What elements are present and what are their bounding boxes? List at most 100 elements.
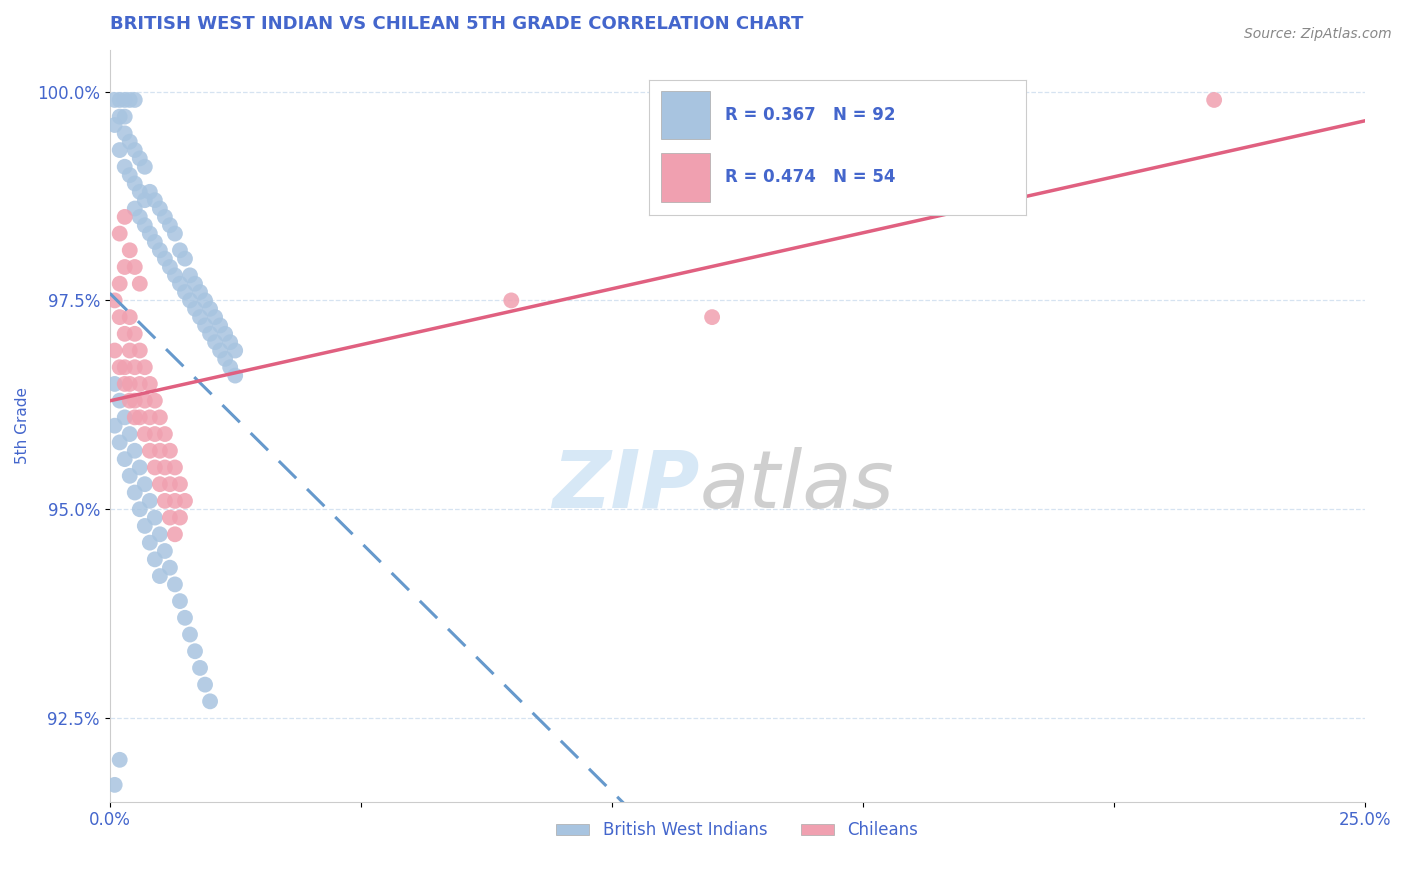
Point: [163, 227, 186, 241]
Point: [209, 343, 232, 358]
Point: [108, 143, 131, 157]
Point: [198, 301, 221, 316]
Point: [114, 110, 136, 124]
Point: [108, 277, 131, 291]
Point: [149, 410, 172, 425]
Point: [128, 343, 150, 358]
Point: [124, 93, 146, 107]
Point: [118, 393, 141, 408]
Point: [159, 560, 181, 574]
Y-axis label: 5th Grade: 5th Grade: [15, 387, 30, 464]
Point: [204, 310, 226, 325]
Point: [114, 210, 136, 224]
Point: [901, 168, 924, 182]
Point: [501, 293, 523, 308]
Point: [118, 376, 141, 391]
Point: [108, 360, 131, 375]
Point: [153, 210, 176, 224]
Point: [143, 193, 166, 207]
Point: [104, 376, 127, 391]
Point: [104, 778, 127, 792]
Point: [149, 443, 172, 458]
Point: [139, 535, 162, 549]
Point: [143, 552, 166, 566]
Point: [139, 494, 162, 508]
Point: [224, 343, 246, 358]
Point: [118, 93, 141, 107]
Point: [104, 418, 127, 433]
Point: [194, 293, 217, 308]
Point: [124, 177, 146, 191]
Point: [128, 502, 150, 516]
Point: [204, 335, 226, 350]
Point: [124, 443, 146, 458]
Point: [194, 318, 217, 333]
Point: [114, 93, 136, 107]
Point: [1204, 93, 1226, 107]
Point: [139, 410, 162, 425]
Point: [114, 410, 136, 425]
Point: [169, 244, 191, 258]
Point: [163, 460, 186, 475]
Point: [134, 160, 156, 174]
Point: [114, 452, 136, 467]
Point: [108, 93, 131, 107]
Point: [139, 376, 162, 391]
Point: [209, 318, 232, 333]
Point: [159, 477, 181, 491]
Point: [128, 410, 150, 425]
Point: [139, 443, 162, 458]
Point: [149, 527, 172, 541]
Point: [118, 244, 141, 258]
Point: [153, 494, 176, 508]
Point: [124, 485, 146, 500]
Point: [149, 569, 172, 583]
Point: [214, 326, 236, 341]
Text: Source: ZipAtlas.com: Source: ZipAtlas.com: [1244, 27, 1392, 41]
Point: [124, 143, 146, 157]
Point: [198, 694, 221, 708]
Point: [124, 410, 146, 425]
Point: [163, 577, 186, 591]
Point: [134, 393, 156, 408]
Point: [159, 219, 181, 233]
Point: [149, 202, 172, 216]
Point: [169, 277, 191, 291]
Point: [179, 627, 201, 641]
Point: [139, 227, 162, 241]
Point: [159, 260, 181, 274]
Point: [184, 644, 207, 658]
Point: [194, 678, 217, 692]
Point: [188, 285, 211, 299]
Point: [128, 460, 150, 475]
Point: [108, 310, 131, 325]
Point: [128, 210, 150, 224]
Point: [179, 268, 201, 283]
Point: [114, 326, 136, 341]
Point: [118, 310, 141, 325]
Point: [184, 277, 207, 291]
Point: [124, 260, 146, 274]
Point: [114, 376, 136, 391]
Point: [159, 443, 181, 458]
Point: [174, 285, 197, 299]
Point: [188, 310, 211, 325]
Point: [108, 110, 131, 124]
Point: [124, 360, 146, 375]
Point: [134, 477, 156, 491]
Point: [174, 252, 197, 266]
Point: [169, 510, 191, 524]
Point: [128, 185, 150, 199]
Point: [143, 460, 166, 475]
Point: [124, 326, 146, 341]
Point: [128, 277, 150, 291]
Point: [124, 393, 146, 408]
Point: [104, 93, 127, 107]
Point: [143, 427, 166, 442]
Point: [169, 477, 191, 491]
Point: [163, 527, 186, 541]
Point: [184, 301, 207, 316]
Point: [124, 202, 146, 216]
Text: BRITISH WEST INDIAN VS CHILEAN 5TH GRADE CORRELATION CHART: BRITISH WEST INDIAN VS CHILEAN 5TH GRADE…: [110, 15, 803, 33]
Point: [143, 235, 166, 249]
